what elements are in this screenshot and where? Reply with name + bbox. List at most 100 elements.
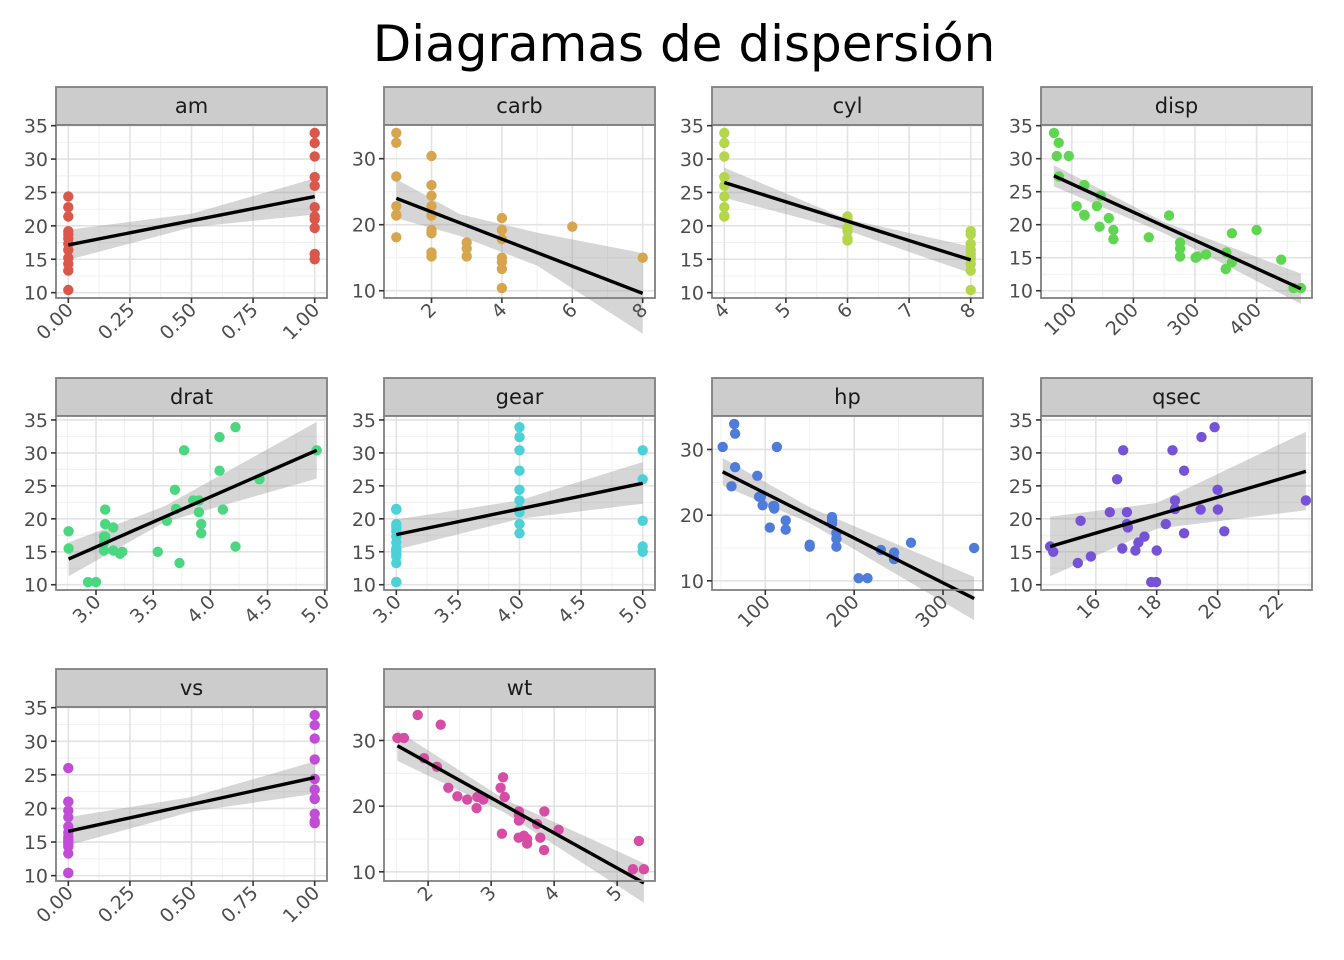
data-point: [117, 546, 128, 557]
data-point: [426, 228, 437, 239]
data-point: [862, 573, 873, 584]
data-point: [82, 576, 94, 588]
confidence-band: [396, 179, 643, 334]
y-tick-label: 35: [1009, 116, 1033, 138]
data-point: [152, 546, 163, 557]
data-point: [1053, 137, 1064, 148]
data-point: [1063, 150, 1075, 162]
data-point: [309, 137, 320, 149]
data-point: [108, 522, 119, 533]
data-point: [63, 252, 74, 264]
x-tick-label: 0.50: [156, 299, 201, 344]
data-point: [968, 542, 980, 554]
y-tick-label: 15: [352, 542, 376, 564]
data-point: [719, 202, 730, 213]
strip-hp: [711, 377, 984, 417]
y-tick-label: 10: [24, 283, 48, 305]
x-tick-label: 4.0: [492, 591, 529, 628]
y-tick-label: 30: [24, 443, 48, 465]
x-tick-label: 4: [710, 299, 734, 323]
data-point: [1200, 249, 1212, 260]
x-tick-label: 6: [833, 299, 857, 323]
y-tick-label: 30: [680, 439, 704, 461]
panel-background: [384, 707, 655, 881]
y-tick-label: 10: [352, 281, 376, 303]
y-tick-label: 20: [24, 216, 48, 238]
data-point: [309, 222, 320, 234]
data-point: [63, 762, 74, 774]
strip-cyl: [711, 86, 984, 126]
data-point: [514, 528, 525, 539]
x-tick-label: 0.25: [94, 299, 139, 344]
x-tick-label: 0.75: [217, 299, 262, 344]
data-point: [780, 524, 791, 535]
data-point: [1048, 127, 1060, 139]
data-point: [514, 422, 525, 433]
regression-line: [1049, 469, 1307, 549]
data-point: [63, 191, 74, 202]
y-tick-label: 20: [1009, 215, 1033, 237]
y-tick-label: 35: [680, 116, 704, 138]
facet-panel-drat: drat 10 15 20 25 30 35 3.0 3.5 4.0 4.5 5.0: [24, 377, 334, 628]
panel-border: [383, 124, 656, 299]
data-point: [309, 719, 320, 731]
data-point: [499, 791, 510, 803]
data-point: [729, 418, 740, 430]
data-point: [1167, 445, 1178, 456]
data-point: [496, 828, 508, 839]
data-point: [1196, 431, 1207, 443]
x-tick-label: 1.00: [279, 882, 324, 927]
data-point: [1091, 201, 1103, 212]
y-tick-label: 30: [24, 731, 48, 753]
data-point: [764, 522, 775, 533]
regression-line: [395, 481, 644, 537]
data-point: [1075, 515, 1086, 526]
x-tick-label: 8: [956, 299, 980, 323]
regression-line: [1053, 174, 1302, 291]
data-point: [1209, 422, 1220, 433]
data-point: [1195, 504, 1206, 515]
data-point: [169, 484, 181, 495]
data-point: [63, 796, 74, 807]
data-point: [174, 557, 185, 569]
x-tick-label: 200: [823, 591, 864, 632]
x-tick-label: 5: [771, 299, 795, 323]
facet-panel-disp: disp 10 15 20 25 30 35 100 200 300 400: [1009, 86, 1313, 340]
y-tick-label: 20: [352, 215, 376, 237]
data-point: [719, 211, 730, 222]
data-point: [426, 150, 437, 162]
x-tick-label: 5.0: [615, 591, 652, 628]
data-point: [1151, 545, 1162, 556]
x-tick-label: 4: [540, 882, 564, 906]
data-point: [1163, 210, 1175, 221]
y-tick-label: 35: [352, 410, 376, 432]
data-point: [965, 284, 976, 296]
y-tick-label: 25: [1009, 182, 1033, 204]
data-point: [478, 794, 489, 805]
panel-border: [1040, 124, 1313, 299]
data-point: [100, 504, 111, 515]
data-point: [719, 127, 730, 139]
panel-border: [711, 415, 984, 591]
data-point: [842, 226, 853, 237]
data-point: [452, 791, 463, 802]
data-point: [309, 793, 320, 805]
data-point: [426, 190, 437, 201]
y-tick-label: 20: [680, 216, 704, 238]
data-point: [769, 500, 780, 512]
data-point: [309, 211, 320, 222]
data-point: [804, 541, 815, 552]
y-tick-label: 10: [1009, 281, 1033, 303]
x-tick-label: 0.00: [32, 882, 77, 927]
data-point: [637, 546, 648, 557]
data-point: [637, 474, 648, 485]
data-point: [309, 127, 320, 139]
x-tick-label: 4.0: [183, 591, 220, 628]
data-point: [1121, 507, 1133, 518]
data-point: [719, 171, 730, 183]
data-point: [1104, 507, 1116, 518]
data-point: [230, 541, 241, 552]
data-point: [717, 441, 728, 453]
data-point: [496, 282, 508, 294]
